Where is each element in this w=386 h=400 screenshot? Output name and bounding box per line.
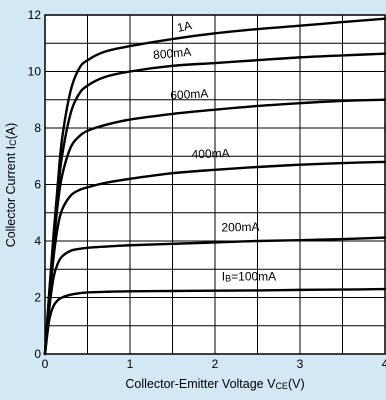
series-label-1a: 1A <box>176 18 193 35</box>
x-axis-title-sub: CE <box>275 381 288 391</box>
series-label-ib-100ma: IB=100mA <box>222 270 276 284</box>
y-axis-title-main: Collector Current I <box>4 146 18 247</box>
grid <box>45 15 385 354</box>
series-label-400ma: 400mA <box>191 146 229 161</box>
series-line-ib-100ma <box>43 287 386 356</box>
series-line-400ma <box>43 160 386 356</box>
series-lines <box>43 17 386 356</box>
series-label-200ma: 200mA <box>221 220 259 235</box>
y-tick-label: 8 <box>34 121 41 135</box>
y-axis-title: Collector Current IC(A) <box>4 123 18 248</box>
y-tick-label: 12 <box>28 8 42 22</box>
y-axis-title-unit: (A) <box>4 123 18 140</box>
x-tick-label: 3 <box>297 357 304 371</box>
series-labels: 1A 800mA 600mA 400mA 200mA IB=100mA <box>153 18 277 283</box>
y-tick-label: 4 <box>34 234 41 248</box>
y-axis-title-sub: C <box>8 139 18 146</box>
x-tick-label: 0 <box>42 357 49 371</box>
y-tick-label: 10 <box>28 65 42 79</box>
x-tick-label: 1 <box>127 357 134 371</box>
series-line-200ma <box>43 236 386 356</box>
x-tick-label: 2 <box>212 357 219 371</box>
series-label-800ma: 800mA <box>153 45 192 62</box>
series-label-600ma: 600mA <box>170 86 209 102</box>
x-axis-title-main: Collector-Emitter Voltage V <box>125 377 276 391</box>
series-line-1a <box>43 17 386 356</box>
y-tick-label: 0 <box>34 347 41 361</box>
y-tick-label: 6 <box>34 178 41 192</box>
x-axis-title: Collector-Emitter Voltage VCE(V) <box>125 377 304 391</box>
x-axis-title-unit: (V) <box>288 377 305 391</box>
x-tick-label: 4 <box>382 357 386 371</box>
y-tick-label: 2 <box>34 291 41 305</box>
